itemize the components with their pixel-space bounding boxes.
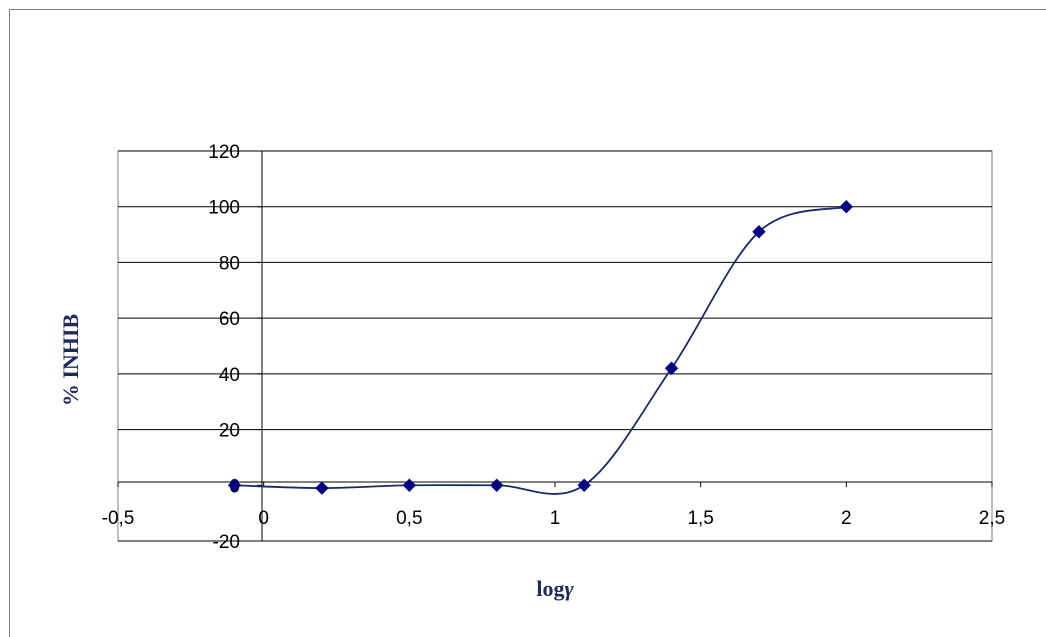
y-tick-label: 40 — [219, 365, 240, 386]
y-tick-label: 60 — [219, 309, 240, 330]
data-point-marker — [402, 478, 417, 492]
y-tick-label: 20 — [219, 421, 240, 442]
x-axis-title: logγ — [536, 576, 574, 601]
y-tick-label: 120 — [208, 142, 240, 163]
x-tick-label: 2 — [841, 508, 852, 529]
tick-labels: -20020406080100120-0,500,511,522,5 — [102, 142, 1006, 553]
gridlines — [118, 150, 992, 542]
data-point-marker — [227, 478, 242, 492]
data-point-marker — [577, 478, 591, 492]
data-point-marker — [839, 200, 854, 214]
y-tick-label: 80 — [219, 253, 240, 274]
x-tick-label: 1 — [550, 508, 561, 529]
chart-frame — [9, 9, 1046, 637]
x-tick-label: 0,5 — [396, 508, 422, 529]
data-point-marker — [490, 478, 504, 492]
x-tick-label: 1,5 — [687, 508, 713, 529]
x-tick-label: -0,5 — [102, 508, 135, 529]
data-point-marker — [315, 481, 329, 495]
x-axis-title-main: log — [536, 576, 564, 601]
y-tick-label: 100 — [208, 198, 240, 219]
y-axis-title: % INHIB — [58, 314, 83, 407]
data-point-marker — [752, 225, 766, 239]
axes — [117, 150, 993, 542]
data-point-marker — [664, 361, 679, 375]
x-axis-title-symbol: γ — [564, 576, 574, 601]
series-markers — [227, 200, 854, 495]
x-tick-label: 2,5 — [979, 508, 1005, 529]
x-tick-label: 0 — [258, 508, 269, 529]
y-tick-label: -20 — [213, 532, 240, 553]
series-line — [234, 205, 847, 495]
